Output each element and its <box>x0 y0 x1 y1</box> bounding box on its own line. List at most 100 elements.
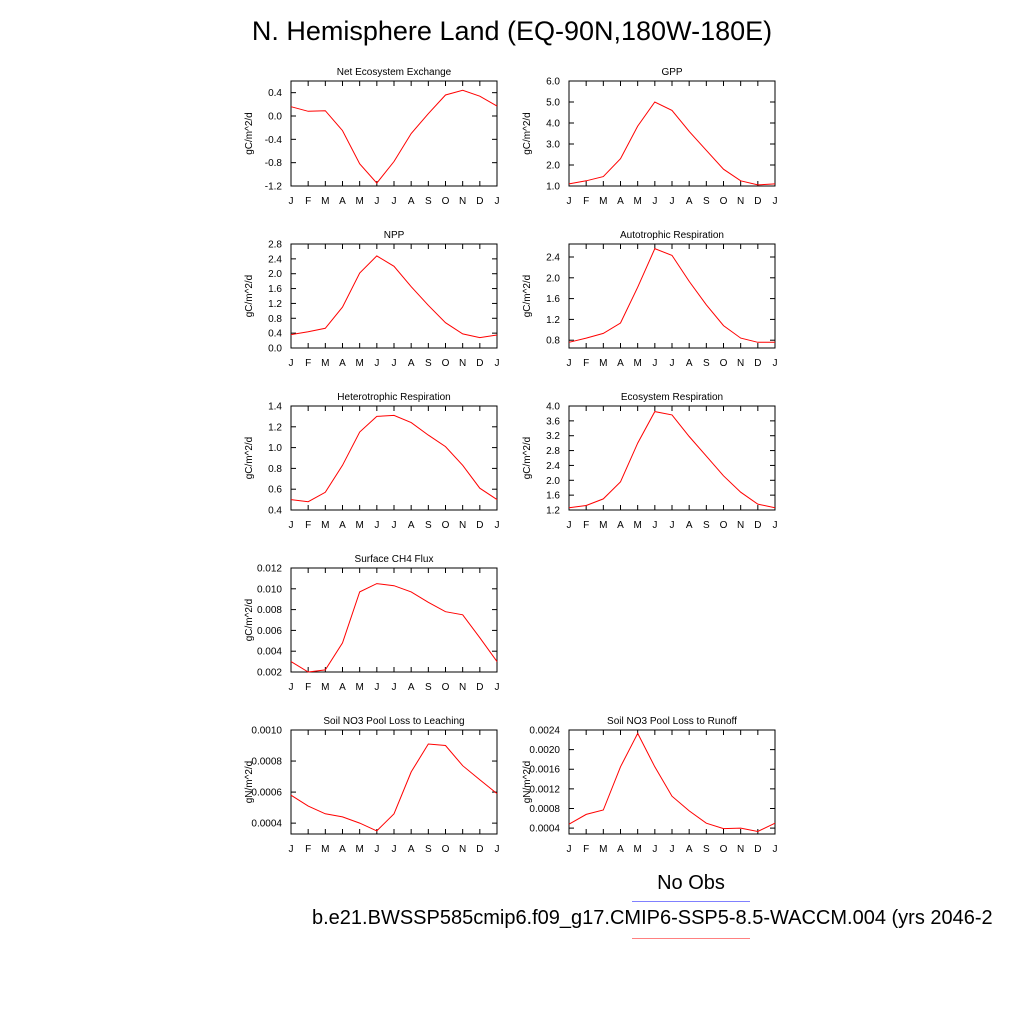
y-tick-label: 2.4 <box>268 254 282 265</box>
x-tick-label: S <box>425 520 432 531</box>
y-tick-label: 0.0024 <box>529 726 560 737</box>
x-tick-label: F <box>305 196 311 207</box>
x-tick-label: J <box>392 682 397 693</box>
x-tick-label: J <box>495 358 500 369</box>
y-tick-label: 4.0 <box>546 119 560 130</box>
x-tick-label: M <box>355 844 363 855</box>
plot-frame <box>290 243 498 349</box>
x-tick-label: F <box>583 358 589 369</box>
x-tick-label: D <box>754 520 761 531</box>
plot-frame <box>290 729 498 835</box>
x-tick-label: D <box>476 682 483 693</box>
y-tick-label: 2.0 <box>546 273 560 284</box>
x-tick-label: S <box>425 844 432 855</box>
x-tick-label: J <box>652 196 657 207</box>
y-tick-label: 0.8 <box>546 336 560 347</box>
y-tick-label: 0.0020 <box>529 745 560 756</box>
y-tick-label: 0.0 <box>268 112 282 123</box>
y-axis-label: gC/m^2/d <box>522 437 533 480</box>
x-tick-label: N <box>459 682 466 693</box>
x-tick-label: J <box>495 520 500 531</box>
x-tick-label: M <box>321 358 329 369</box>
x-tick-label: F <box>305 844 311 855</box>
x-tick-label: M <box>599 844 607 855</box>
x-tick-label: F <box>583 196 589 207</box>
x-tick-label: J <box>374 196 379 207</box>
x-tick-label: A <box>617 844 624 855</box>
x-tick-label: A <box>408 196 415 207</box>
x-tick-label: J <box>289 682 294 693</box>
y-axis-label: gN/m^2/d <box>522 761 533 804</box>
x-tick-label: N <box>737 844 744 855</box>
x-tick-label: A <box>339 358 346 369</box>
y-tick-label: 4.0 <box>546 402 560 413</box>
series-line <box>568 732 776 833</box>
y-tick-label: 2.0 <box>268 269 282 280</box>
x-tick-label: S <box>703 520 710 531</box>
x-tick-label: J <box>392 520 397 531</box>
x-tick-label: J <box>773 358 778 369</box>
legend-model-line <box>632 938 750 939</box>
x-tick-label: A <box>408 844 415 855</box>
x-tick-label: D <box>754 196 761 207</box>
y-tick-label: 0.4 <box>268 329 282 340</box>
x-tick-label: D <box>476 520 483 531</box>
x-tick-label: D <box>476 844 483 855</box>
x-tick-label: J <box>495 844 500 855</box>
y-tick-label: 3.0 <box>546 140 560 151</box>
y-tick-label: -0.4 <box>265 135 283 146</box>
y-tick-label: 2.4 <box>546 253 560 264</box>
x-tick-label: S <box>703 844 710 855</box>
x-tick-label: N <box>737 196 744 207</box>
x-tick-label: M <box>633 196 641 207</box>
panel-title: GPP <box>661 67 682 78</box>
chart-panel: Soil NO3 Pool Loss to Leaching 0.0010 0.00… <box>244 716 500 855</box>
y-tick-label: 2.0 <box>546 476 560 487</box>
y-tick-label: 1.6 <box>546 491 560 502</box>
series-line <box>290 89 498 184</box>
x-tick-label: A <box>617 358 624 369</box>
x-tick-label: O <box>442 520 450 531</box>
panel-title: Autotrophic Respiration <box>620 230 724 241</box>
x-tick-label: N <box>459 196 466 207</box>
x-tick-label: A <box>617 520 624 531</box>
y-tick-label: 0.0 <box>268 344 282 355</box>
y-tick-label: 0.0004 <box>251 819 282 830</box>
x-tick-label: A <box>339 196 346 207</box>
panel-title: Heterotrophic Respiration <box>337 392 450 403</box>
x-tick-label: A <box>339 682 346 693</box>
x-tick-label: M <box>355 196 363 207</box>
y-tick-label: 1.2 <box>546 506 560 517</box>
x-tick-label: J <box>567 358 572 369</box>
x-tick-label: J <box>289 844 294 855</box>
x-tick-label: O <box>720 520 728 531</box>
x-tick-label: A <box>686 520 693 531</box>
x-tick-label: O <box>442 682 450 693</box>
legend-obs-line <box>632 901 750 902</box>
y-tick-label: 0.004 <box>257 647 282 658</box>
x-tick-label: M <box>633 844 641 855</box>
x-tick-label: J <box>374 682 379 693</box>
legend-model-label: b.e21.BWSSP585cmip6.f09_g17.CMIP6-SSP5-8… <box>312 907 993 929</box>
x-tick-label: M <box>599 358 607 369</box>
x-tick-label: M <box>355 520 363 531</box>
x-tick-label: D <box>476 358 483 369</box>
x-tick-label: O <box>442 196 450 207</box>
x-tick-label: A <box>686 196 693 207</box>
x-tick-label: A <box>408 358 415 369</box>
x-tick-label: J <box>567 844 572 855</box>
x-tick-label: J <box>652 520 657 531</box>
y-tick-label: 0.4 <box>268 88 282 99</box>
y-tick-label: -1.2 <box>265 182 283 193</box>
x-tick-label: A <box>686 358 693 369</box>
x-tick-label: N <box>737 358 744 369</box>
x-tick-label: J <box>652 358 657 369</box>
y-tick-label: 2.8 <box>268 240 282 251</box>
series-line <box>568 101 776 186</box>
x-tick-label: M <box>321 520 329 531</box>
x-tick-label: F <box>583 844 589 855</box>
x-tick-label: N <box>459 520 466 531</box>
y-tick-label: 1.2 <box>268 422 282 433</box>
y-tick-label: 5.0 <box>546 98 560 109</box>
